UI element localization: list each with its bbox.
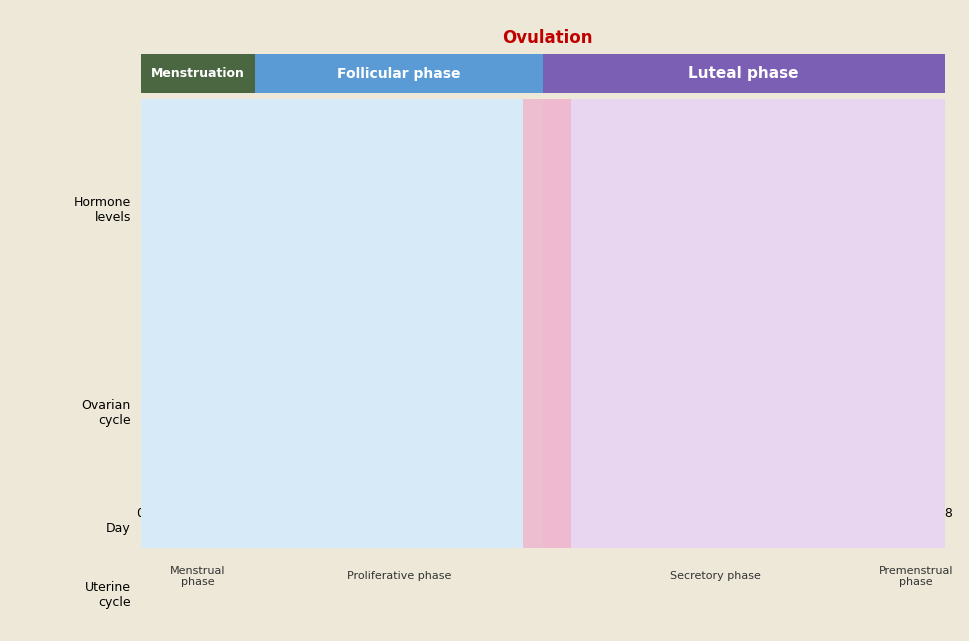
Text: Uterine
cycle: Uterine cycle	[85, 581, 131, 609]
Ellipse shape	[352, 408, 363, 422]
Text: Follicular phase: Follicular phase	[337, 67, 461, 81]
Text: Hormone
levels: Hormone levels	[74, 196, 131, 224]
Text: 28: 28	[937, 507, 953, 520]
Polygon shape	[533, 408, 564, 440]
Circle shape	[464, 408, 475, 419]
Text: FSH: FSH	[919, 175, 939, 185]
Text: Tertiary
follicle: Tertiary follicle	[339, 476, 373, 495]
Circle shape	[543, 379, 554, 392]
Text: Day: Day	[106, 522, 131, 535]
Text: 4: 4	[252, 507, 260, 520]
Text: Premenstrual
phase: Premenstrual phase	[879, 565, 953, 587]
Circle shape	[174, 405, 193, 424]
Text: Secretory phase: Secretory phase	[670, 571, 761, 581]
Text: 0: 0	[137, 507, 144, 520]
Text: Mature
follicle: Mature follicle	[455, 476, 486, 495]
Circle shape	[457, 401, 482, 425]
Polygon shape	[612, 383, 674, 445]
Circle shape	[445, 388, 497, 441]
Text: Menstruation: Menstruation	[151, 67, 245, 80]
Text: 14: 14	[535, 507, 550, 520]
Circle shape	[546, 383, 551, 389]
Circle shape	[235, 401, 264, 428]
Text: LH: LH	[925, 152, 939, 162]
Text: Estrogen: Estrogen	[892, 106, 939, 115]
Text: 26: 26	[880, 507, 895, 520]
Text: Proliferative phase: Proliferative phase	[347, 571, 452, 581]
Circle shape	[181, 412, 186, 417]
Text: Luteal phase: Luteal phase	[688, 66, 799, 81]
Text: Primary
follicle: Primary follicle	[166, 476, 202, 495]
Circle shape	[246, 411, 253, 418]
Text: Menstrual
phase: Menstrual phase	[171, 565, 226, 587]
Text: Ovarian
cycle: Ovarian cycle	[81, 399, 131, 428]
Circle shape	[457, 401, 482, 425]
Text: Secondary
follicle: Secondary follicle	[226, 476, 273, 495]
Text: Corpus
albicans: Corpus albicans	[891, 476, 929, 495]
Ellipse shape	[336, 391, 376, 438]
Polygon shape	[520, 401, 576, 453]
Polygon shape	[632, 402, 657, 428]
Circle shape	[241, 406, 258, 422]
Ellipse shape	[453, 394, 486, 433]
Polygon shape	[760, 400, 788, 429]
Circle shape	[445, 388, 497, 441]
Text: Corpus
luteum: Corpus luteum	[757, 476, 789, 495]
Polygon shape	[740, 380, 808, 449]
Ellipse shape	[340, 397, 366, 428]
Polygon shape	[885, 389, 936, 440]
Text: Progesterone: Progesterone	[869, 129, 939, 139]
Text: Ruptured
follicle: Ruptured follicle	[527, 476, 570, 495]
Polygon shape	[901, 404, 922, 425]
Text: Ovulation: Ovulation	[502, 29, 592, 47]
Text: Developing
corpus luteum: Developing corpus luteum	[610, 476, 675, 495]
Circle shape	[354, 411, 361, 419]
